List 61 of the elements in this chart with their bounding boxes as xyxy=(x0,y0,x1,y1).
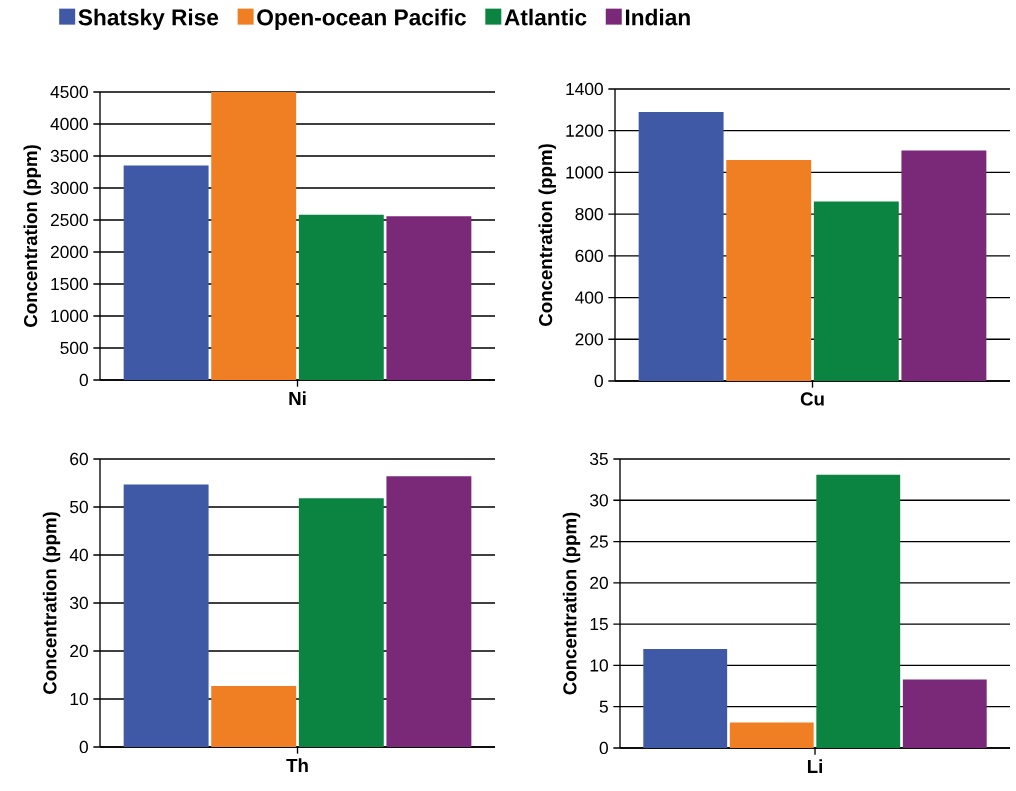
y-tick-label: 1000 xyxy=(51,309,88,323)
bar xyxy=(211,686,297,747)
bar xyxy=(729,722,814,748)
y-tick-label: 4000 xyxy=(50,117,88,131)
y-tick-label: 30 xyxy=(70,596,88,610)
x-tick-label: Li xyxy=(807,759,822,773)
bar xyxy=(298,498,384,747)
bar xyxy=(813,201,899,381)
y-tick-label: 2000 xyxy=(50,245,88,259)
y-tick-label: 25 xyxy=(590,535,608,548)
y-tick-label: 0 xyxy=(79,373,88,387)
bar xyxy=(386,476,472,747)
x-tick-label: Cu xyxy=(800,392,824,406)
y-tick-label: 600 xyxy=(575,249,603,262)
bar xyxy=(901,150,987,381)
y-tick-label: 1400 xyxy=(566,82,603,96)
legend-label: Indian xyxy=(625,8,690,26)
y-axis-title: Concentration (ppm) xyxy=(42,512,61,694)
y-tick-label: 0 xyxy=(594,374,603,388)
bar xyxy=(902,679,987,748)
y-tick-label: 20 xyxy=(70,644,88,658)
legend-label: Open-ocean Pacific xyxy=(257,8,466,30)
y-axis-title: Concentration (ppm) xyxy=(23,145,41,327)
y-tick-label: 1500 xyxy=(51,277,88,291)
y-tick-label: 200 xyxy=(575,333,603,346)
legend-label: Atlantic xyxy=(504,8,587,26)
bar xyxy=(638,111,724,381)
y-tick-label: 1000 xyxy=(566,166,603,179)
y-tick-label: 50 xyxy=(70,500,88,514)
y-tick-label: 10 xyxy=(590,659,608,672)
bar xyxy=(386,216,472,380)
y-axis-title: Concentration (ppm) xyxy=(538,144,556,326)
y-tick-label: 800 xyxy=(575,207,603,221)
bar xyxy=(211,91,297,380)
y-tick-label: 1200 xyxy=(566,124,603,137)
bar xyxy=(298,214,384,380)
y-tick-label: 3000 xyxy=(50,181,88,195)
x-tick-label: Th xyxy=(286,758,308,772)
bar xyxy=(123,484,209,747)
y-tick-label: 0 xyxy=(79,740,88,754)
y-tick-label: 15 xyxy=(590,618,608,631)
y-tick-label: 60 xyxy=(70,452,88,466)
y-tick-label: 10 xyxy=(70,692,88,706)
y-tick-label: 400 xyxy=(575,291,603,304)
x-tick-label: Ni xyxy=(289,391,306,405)
y-tick-label: 0 xyxy=(599,741,608,755)
legend-label: Shatsky Rise xyxy=(78,8,219,30)
y-tick-label: 30 xyxy=(590,494,608,507)
y-tick-label: 500 xyxy=(60,341,88,355)
y-tick-label: 5 xyxy=(599,700,608,713)
y-tick-label: 4500 xyxy=(50,85,88,99)
y-axis-title: Concentration (ppm) xyxy=(562,512,581,695)
y-tick-label: 20 xyxy=(590,576,608,589)
bar xyxy=(726,159,812,381)
bar xyxy=(123,165,209,380)
bar xyxy=(643,648,728,748)
y-tick-label: 40 xyxy=(69,548,88,562)
y-tick-label: 3500 xyxy=(50,149,88,163)
y-tick-label: 2500 xyxy=(50,213,88,227)
bar xyxy=(816,474,901,748)
y-tick-label: 35 xyxy=(590,452,608,466)
